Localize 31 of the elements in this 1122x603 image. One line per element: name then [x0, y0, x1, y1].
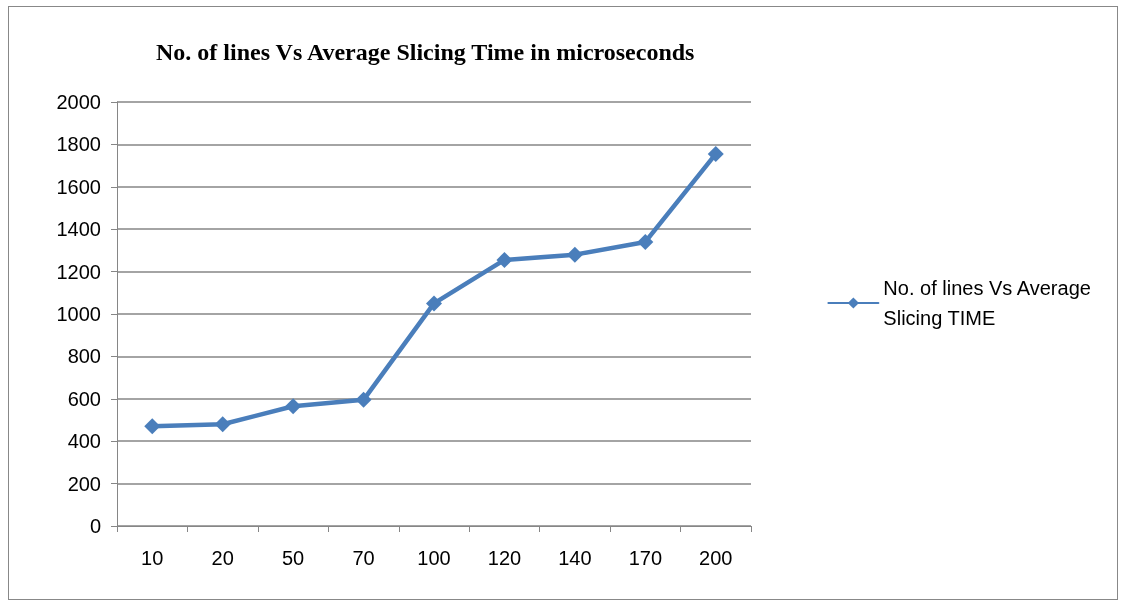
point [285, 398, 302, 415]
y-tick-label: 1800 [56, 133, 101, 156]
point [144, 418, 161, 435]
point [707, 145, 724, 162]
point [355, 391, 372, 408]
y-tick-label: 600 [67, 387, 101, 410]
x-tick-label: 120 [487, 547, 522, 569]
point [566, 246, 583, 263]
point [496, 251, 513, 268]
x-tick-label: 50 [281, 547, 305, 569]
y-tick-label: 200 [67, 472, 101, 495]
x-tick-label: 140 [558, 547, 592, 569]
point [637, 233, 654, 250]
x-tick-label: 100 [417, 547, 451, 569]
y-tick-label: 1600 [56, 175, 101, 198]
x-tick-label: 20 [211, 547, 234, 569]
y-tick-label: 0 [89, 515, 101, 537]
y-tick-label: 1400 [56, 218, 101, 241]
chart-title: No. of lines Vs Average Slicing Time in microseconds [156, 39, 695, 65]
point [214, 416, 231, 433]
x-tick-label: 200 [699, 547, 733, 569]
y-tick-label: 800 [67, 345, 101, 368]
y-tick-label: 1000 [56, 303, 101, 325]
legend-label: No. of lines Vs Average Slicing TIME [883, 277, 1091, 329]
x-tick-label: 10 [141, 547, 164, 569]
y-tick-label: 400 [67, 430, 101, 453]
y-tick-label: 2000 [56, 91, 101, 113]
x-tick-label: 70 [352, 547, 375, 569]
y-tick-label: 1200 [56, 260, 101, 283]
point [426, 295, 442, 312]
x-tick-label: 170 [628, 547, 663, 569]
